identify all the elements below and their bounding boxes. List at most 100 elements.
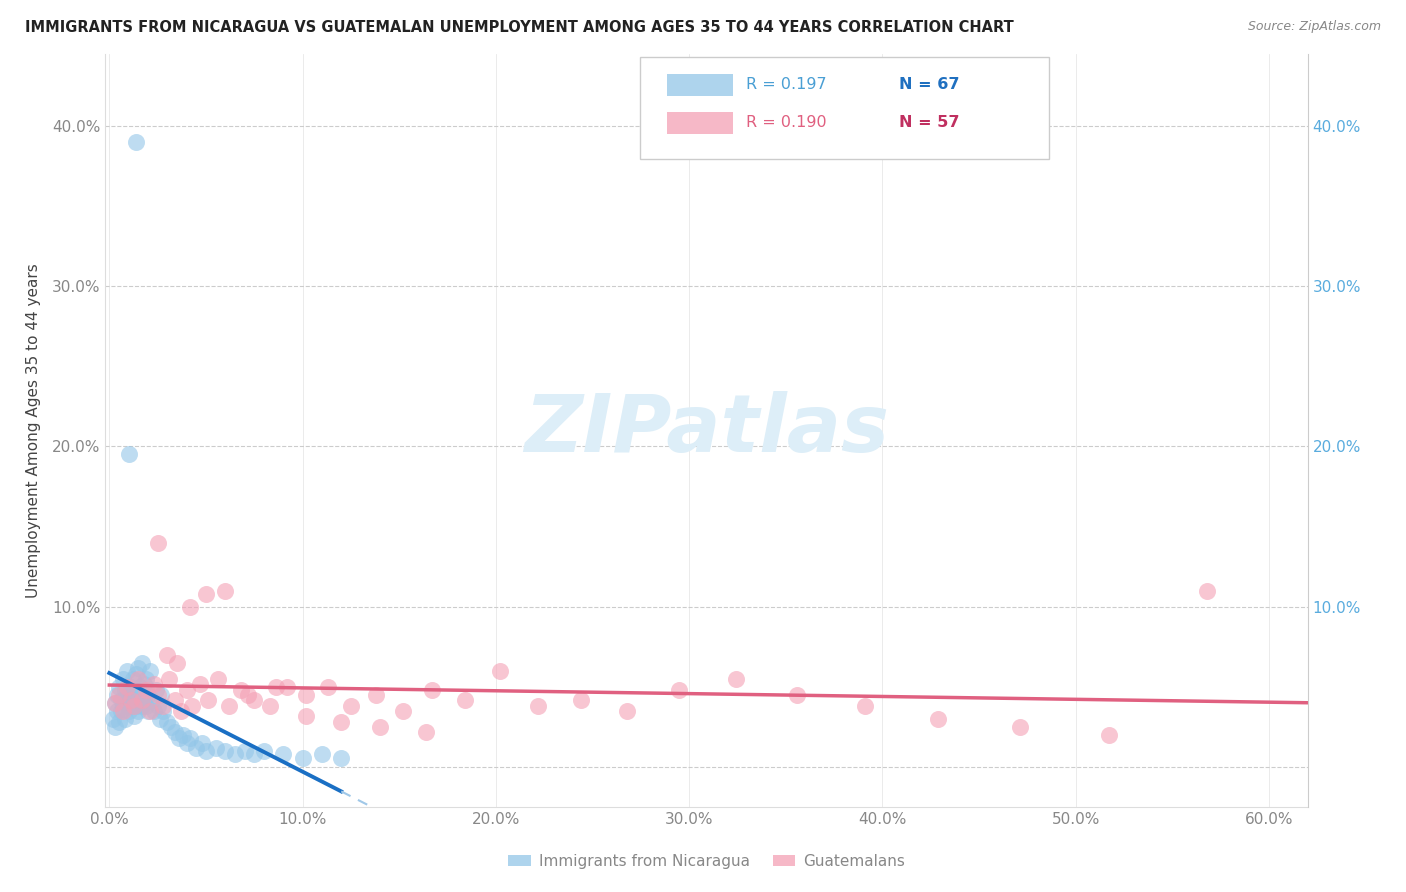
Point xyxy=(218,699,240,714)
Point xyxy=(114,683,136,698)
Point xyxy=(131,699,153,714)
Point xyxy=(104,696,127,710)
Point xyxy=(117,688,139,702)
Text: ZIPatlas: ZIPatlas xyxy=(524,392,889,469)
Point xyxy=(125,135,148,149)
Point xyxy=(253,744,276,758)
Point xyxy=(330,750,353,764)
Point xyxy=(194,587,217,601)
Point xyxy=(132,677,155,691)
Point xyxy=(176,683,198,698)
Point xyxy=(152,699,174,714)
Point xyxy=(364,688,387,702)
Point xyxy=(131,656,153,670)
Point xyxy=(135,672,157,686)
Point xyxy=(188,677,211,691)
Point xyxy=(111,672,134,686)
Point xyxy=(129,680,152,694)
FancyBboxPatch shape xyxy=(640,57,1049,159)
Point xyxy=(145,683,167,698)
Point xyxy=(104,696,127,710)
Point xyxy=(157,672,180,686)
Point xyxy=(120,699,142,714)
Point xyxy=(120,693,142,707)
Point xyxy=(105,704,128,718)
Point xyxy=(127,672,149,686)
Point xyxy=(166,656,188,670)
Point xyxy=(120,680,142,694)
Point xyxy=(527,699,550,714)
Point xyxy=(150,688,173,702)
Text: N = 57: N = 57 xyxy=(898,114,959,129)
Point xyxy=(415,724,437,739)
Point xyxy=(197,693,219,707)
Text: IMMIGRANTS FROM NICARAGUA VS GUATEMALAN UNEMPLOYMENT AMONG AGES 35 TO 44 YEARS C: IMMIGRANTS FROM NICARAGUA VS GUATEMALAN … xyxy=(25,20,1014,35)
Point xyxy=(124,699,146,714)
Point xyxy=(160,720,183,734)
Point xyxy=(139,704,162,718)
Legend: Immigrants from Nicaragua, Guatemalans: Immigrants from Nicaragua, Guatemalans xyxy=(502,847,911,875)
Point xyxy=(291,750,314,764)
Point xyxy=(853,699,876,714)
Point xyxy=(194,744,217,758)
Point xyxy=(295,709,318,723)
Point xyxy=(181,699,204,714)
Point xyxy=(569,693,592,707)
Text: Source: ZipAtlas.com: Source: ZipAtlas.com xyxy=(1247,20,1381,33)
Point xyxy=(176,736,198,750)
Point xyxy=(156,648,179,662)
Text: N = 67: N = 67 xyxy=(898,77,959,92)
Point xyxy=(142,704,165,718)
Point xyxy=(124,683,146,698)
Point xyxy=(146,688,169,702)
Point xyxy=(131,693,153,707)
Point xyxy=(368,720,391,734)
Point xyxy=(135,683,157,698)
FancyBboxPatch shape xyxy=(666,74,733,96)
Point xyxy=(135,699,157,714)
Point xyxy=(127,704,149,718)
Point xyxy=(146,699,169,714)
Point xyxy=(127,661,149,675)
Point xyxy=(724,672,747,686)
Point xyxy=(104,720,127,734)
Point xyxy=(330,715,353,730)
Point xyxy=(101,712,124,726)
Point xyxy=(121,672,143,686)
Point xyxy=(170,704,193,718)
Point xyxy=(454,693,477,707)
Point xyxy=(114,712,136,726)
Point xyxy=(115,664,138,678)
Point xyxy=(163,724,186,739)
Point xyxy=(214,744,236,758)
Point xyxy=(125,699,148,714)
Point xyxy=(117,704,139,718)
Point xyxy=(108,688,131,702)
Point xyxy=(110,693,132,707)
Point xyxy=(238,688,260,702)
Point xyxy=(141,693,163,707)
Point xyxy=(786,688,808,702)
Point xyxy=(121,693,143,707)
Point xyxy=(115,680,138,694)
Point xyxy=(259,699,281,714)
Point xyxy=(186,740,208,755)
Point xyxy=(129,688,152,702)
Point xyxy=(115,696,138,710)
Point xyxy=(224,747,246,762)
Point xyxy=(136,704,159,718)
Point xyxy=(311,747,333,762)
Point xyxy=(152,704,174,718)
Point xyxy=(927,712,949,726)
Point xyxy=(204,740,226,755)
Point xyxy=(316,680,339,694)
Y-axis label: Unemployment Among Ages 35 to 44 years: Unemployment Among Ages 35 to 44 years xyxy=(25,263,41,598)
Point xyxy=(179,731,201,746)
Point xyxy=(163,693,186,707)
Point xyxy=(110,704,132,718)
Point xyxy=(117,447,139,461)
Point xyxy=(1008,720,1031,734)
Point xyxy=(233,744,256,758)
Point xyxy=(167,731,190,746)
Point xyxy=(132,693,155,707)
